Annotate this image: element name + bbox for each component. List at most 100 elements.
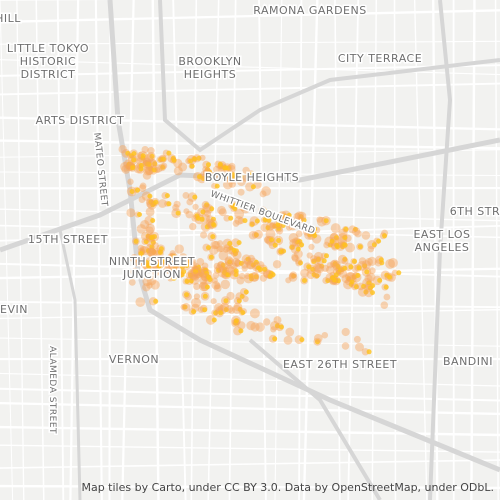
point [290,219,298,227]
point [191,297,201,308]
street [0,300,500,309]
street [69,0,80,500]
point [285,277,292,284]
point [370,290,375,296]
point [165,265,175,275]
point [138,184,147,192]
point [362,263,368,269]
point [262,208,268,214]
point [129,189,135,194]
place-label: HEIGHTS [184,68,236,81]
street [432,0,439,500]
point [228,180,237,188]
point [312,263,323,273]
point [143,239,149,245]
point [204,224,210,230]
place-label: EAST LOS [413,228,470,241]
point [238,260,244,266]
point [263,318,271,326]
point [228,162,236,170]
point [140,220,150,230]
point [228,215,234,221]
point [200,231,208,239]
street [0,224,500,242]
point [363,289,369,295]
point [191,273,198,280]
street [0,64,500,77]
point [140,153,146,159]
point [272,260,282,269]
point [239,204,247,211]
point [147,147,155,155]
point [146,199,155,208]
street [0,387,500,402]
street [172,0,187,500]
point [341,327,350,337]
labels: HILL RAMONA GARDENS LITTLE TOKYOHISTORICDI… [0,3,500,436]
point [314,264,325,274]
point [323,218,329,224]
point [142,276,152,287]
point [310,266,316,272]
point [145,223,156,234]
point [310,255,318,263]
point [213,165,220,173]
point [233,302,243,312]
street [0,262,500,278]
point [160,164,166,170]
point [146,275,157,286]
point [285,327,295,337]
point [149,244,155,250]
point [342,242,348,248]
point [183,208,190,215]
point [346,272,356,282]
point [315,339,320,345]
point [312,226,318,232]
point [281,213,287,219]
point [246,320,256,331]
point [199,276,208,285]
point [237,217,245,225]
point [265,229,276,239]
point [141,191,152,201]
point [198,268,208,279]
point [356,265,362,271]
street [393,0,397,500]
point [288,221,298,231]
point [147,193,153,199]
point [233,268,239,274]
point [342,256,348,262]
point [184,263,190,268]
point [205,315,216,325]
point [218,172,224,178]
point [264,236,271,244]
point [125,150,131,156]
point [354,284,359,290]
point [232,219,240,227]
point [241,265,248,272]
point [141,146,149,154]
point [313,333,323,343]
point [174,244,184,254]
point [182,304,188,310]
point [285,224,293,231]
point [269,237,275,243]
point [261,186,271,197]
point [288,273,298,282]
point [311,272,317,278]
point [295,239,300,245]
point [335,244,340,250]
point [316,216,323,223]
point [364,257,373,266]
point [180,264,185,270]
point [244,205,250,210]
point [218,208,227,217]
point [325,278,331,284]
street [0,444,500,453]
point [349,279,355,285]
point [388,257,398,268]
point [189,261,198,269]
point [267,273,273,279]
